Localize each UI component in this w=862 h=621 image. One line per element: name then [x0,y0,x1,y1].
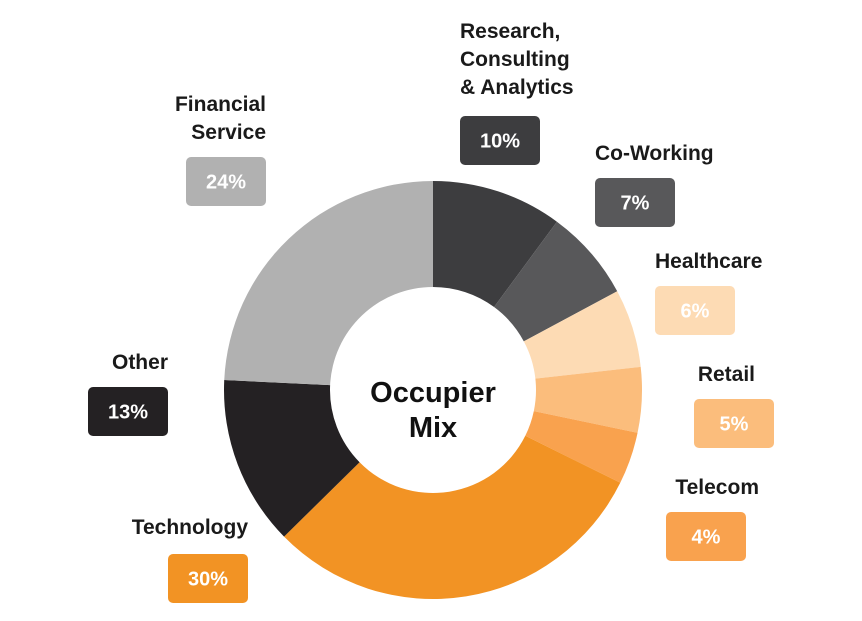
donut-slice-healthcare [523,291,641,379]
slice-label-telecom: Telecom [675,476,759,499]
center-title-line-1: Occupier [370,377,496,409]
value-badge-research-consulting-analytics [460,116,540,165]
value-badge-other [88,387,168,436]
value-label-co-working: 7% [621,193,650,215]
donut-slice-co-working [494,221,618,342]
slice-label-financial-service-line-1: Financial [175,93,266,116]
donut-slice-retail [533,366,642,433]
donut-slices [223,181,642,599]
slice-label-other: Other [112,351,168,374]
value-badge-telecom [666,512,746,561]
donut-slice-financial-service [224,181,433,386]
value-label-other: 13% [108,402,148,424]
slice-label-research-consulting-analytics-line-3: & Analytics [460,76,574,99]
slice-label-technology: Technology [132,516,249,539]
value-label-research-consulting-analytics: 10% [480,131,520,153]
donut-slice-research-consulting-analytics [433,181,557,308]
value-badge-healthcare [655,286,735,335]
slice-label-co-working: Co-Working [595,142,714,165]
value-label-healthcare: 6% [681,301,710,323]
slice-label-retail: Retail [698,363,755,386]
value-label-technology: 30% [188,569,228,591]
value-badge-retail [694,399,774,448]
donut-slice-technology [284,435,621,599]
slice-labels: Research, Consulting & Analytics 10% Co-Work… [88,20,774,603]
value-label-telecom: 4% [692,527,721,549]
value-label-retail: 5% [720,414,749,436]
value-badge-co-working [595,178,675,227]
slice-label-financial-service-line-2: Service [191,121,266,144]
chart-center-title: Occupier Mix [370,377,496,444]
donut-slice-other [223,380,360,537]
donut-slice-telecom [525,411,638,483]
slice-label-research-consulting-analytics-line-1: Research, [460,20,560,43]
value-label-financial-service: 24% [206,172,246,194]
value-badge-technology [168,554,248,603]
slice-label-research-consulting-analytics-line-2: Consulting [460,48,570,71]
slice-label-healthcare: Healthcare [655,250,762,273]
center-title-line-2: Mix [409,412,457,444]
value-badge-financial-service [186,157,266,206]
